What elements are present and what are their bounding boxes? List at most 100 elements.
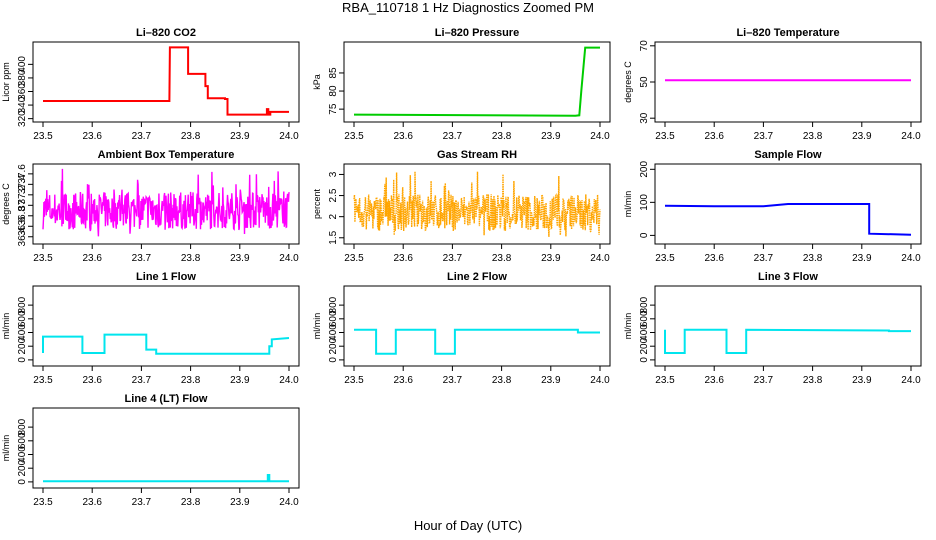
y-tick-label: 3 xyxy=(328,171,339,177)
x-tick-label: 23.5 xyxy=(655,131,675,142)
plot-frame xyxy=(654,163,922,245)
x-tick-label: 23.6 xyxy=(393,131,413,142)
x-tick-label: 23.8 xyxy=(803,131,823,142)
y-tick-label: 36.6 xyxy=(17,216,28,236)
x-tick-label: 23.8 xyxy=(492,253,512,264)
x-tick-label: 23.7 xyxy=(132,497,152,508)
chart-panel-1: Li–820 CO2 Licor ppm 23.5 23.6 23.7 23.8 23.9 2… xyxy=(1,27,300,142)
panel-title: Line 4 (LT) Flow xyxy=(125,393,208,405)
plot-frame xyxy=(32,407,300,489)
chart-panel-7: Line 1 Flow ml/min 23.5 23.6 23.7 23.8 23.9 24.… xyxy=(1,271,300,386)
chart-panel-9: Line 3 Flow ml/min 23.5 23.6 23.7 23.8 23.9 24.… xyxy=(623,271,922,386)
plot-frame xyxy=(32,285,300,367)
y-tick-label: 0 xyxy=(17,357,28,363)
panel-title: Sample Flow xyxy=(754,149,822,161)
series-line xyxy=(353,46,600,117)
y-tick-label: 400 xyxy=(17,56,28,73)
y-tick-label: 380 xyxy=(17,69,28,86)
x-tick-label: 23.6 xyxy=(82,253,102,264)
x-tick-label: 24.0 xyxy=(590,253,610,264)
x-tick-label: 23.5 xyxy=(33,375,53,386)
x-tick-label: 23.7 xyxy=(443,253,463,264)
x-tick-label: 23.6 xyxy=(704,375,724,386)
y-axis-label: degrees C xyxy=(1,183,11,225)
series-line xyxy=(43,474,289,483)
plot-frame xyxy=(654,41,922,123)
y-tick-label: 0 xyxy=(17,479,28,485)
panel-title: Li–820 Temperature xyxy=(736,27,839,39)
x-tick-label: 23.8 xyxy=(181,253,201,264)
plot-frame xyxy=(343,285,611,367)
y-tick-label: 600 xyxy=(17,432,28,449)
panel-title: Line 2 Flow xyxy=(447,271,507,283)
x-tick-label: 23.5 xyxy=(655,253,675,264)
x-tick-label: 23.6 xyxy=(393,253,413,264)
x-tick-label: 23.8 xyxy=(181,375,201,386)
y-axis-label: ml/min xyxy=(1,313,11,340)
series-line xyxy=(354,328,600,355)
y-axis-label: percent xyxy=(312,188,322,219)
x-tick-label: 23.8 xyxy=(492,375,512,386)
panel-title: Line 3 Flow xyxy=(758,271,818,283)
y-tick-label: 100 xyxy=(639,194,650,211)
chart-panel-10: Line 4 (LT) Flow ml/min 23.5 23.6 23.7 23.8 23… xyxy=(1,393,300,508)
x-tick-label: 24.0 xyxy=(279,497,299,508)
y-tick-label: 200 xyxy=(328,337,339,354)
x-tick-label: 23.5 xyxy=(33,253,53,264)
panel-title: Line 1 Flow xyxy=(136,271,196,283)
x-tick-label: 23.7 xyxy=(754,375,774,386)
x-tick-label: 23.8 xyxy=(181,131,201,142)
x-tick-label: 23.5 xyxy=(655,375,675,386)
x-tick-label: 23.6 xyxy=(82,497,102,508)
x-tick-label: 23.9 xyxy=(230,375,250,386)
x-tick-label: 23.5 xyxy=(344,253,364,264)
x-tick-label: 24.0 xyxy=(590,131,610,142)
chart-panel-3: Li–820 Temperature degrees C 23.5 23.6 23.7 2… xyxy=(623,27,922,142)
plot-frame xyxy=(343,41,611,123)
y-tick-label: 800 xyxy=(17,418,28,435)
x-tick-label: 23.7 xyxy=(443,375,463,386)
x-tick-label: 23.7 xyxy=(443,131,463,142)
y-tick-label: 600 xyxy=(639,310,650,327)
chart-panel-2: Li–820 Pressure kPa 23.5 23.6 23.7 23.8 23.9 24… xyxy=(312,27,611,142)
series-line xyxy=(42,168,290,237)
y-tick-label: 200 xyxy=(17,459,28,476)
series-line xyxy=(664,328,911,354)
series-line xyxy=(42,333,290,355)
y-tick-label: 360 xyxy=(17,83,28,100)
y-tick-label: 600 xyxy=(328,310,339,327)
x-tick-label: 23.9 xyxy=(541,253,561,264)
plot-frame xyxy=(654,285,922,367)
y-tick-label: 200 xyxy=(639,161,650,178)
y-tick-label: 340 xyxy=(17,96,28,113)
y-axis-label: ml/min xyxy=(623,313,633,340)
y-tick-label: 2 xyxy=(328,213,339,219)
chart-panel-4: Ambient Box Temperature degrees C 23.5 23.6… xyxy=(1,149,300,264)
y-tick-label: 37.2 xyxy=(17,185,28,205)
x-tick-label: 23.6 xyxy=(82,131,102,142)
x-tick-label: 24.0 xyxy=(590,375,610,386)
chart-panel-6: Sample Flow ml/min 23.5 23.6 23.7 23.8 23.9 24.… xyxy=(623,149,922,264)
x-tick-label: 23.9 xyxy=(541,131,561,142)
x-tick-label: 23.6 xyxy=(704,253,724,264)
y-tick-label: 800 xyxy=(639,296,650,313)
x-tick-label: 23.8 xyxy=(803,253,823,264)
y-tick-label: 50 xyxy=(639,76,650,88)
plot-frame xyxy=(32,163,300,245)
series-line xyxy=(664,203,912,236)
chart-panel-5: Gas Stream RH percent 23.5 23.6 23.7 23.8 23.9… xyxy=(312,149,611,264)
y-axis-label: degrees C xyxy=(623,61,633,103)
x-tick-label: 23.5 xyxy=(33,497,53,508)
x-tick-label: 23.5 xyxy=(344,131,364,142)
y-tick-label: 600 xyxy=(17,310,28,327)
y-tick-label: 70 xyxy=(639,40,650,52)
y-tick-label: 37.6 xyxy=(17,164,28,184)
y-tick-label: 400 xyxy=(328,324,339,341)
x-tick-label: 23.9 xyxy=(230,497,250,508)
y-tick-label: 0 xyxy=(639,232,650,238)
y-tick-label: 400 xyxy=(639,324,650,341)
y-axis-label: Licor ppm xyxy=(1,62,11,102)
panel-title: Ambient Box Temperature xyxy=(98,149,235,161)
y-tick-label: 80 xyxy=(328,85,339,97)
x-tick-label: 23.5 xyxy=(344,375,364,386)
